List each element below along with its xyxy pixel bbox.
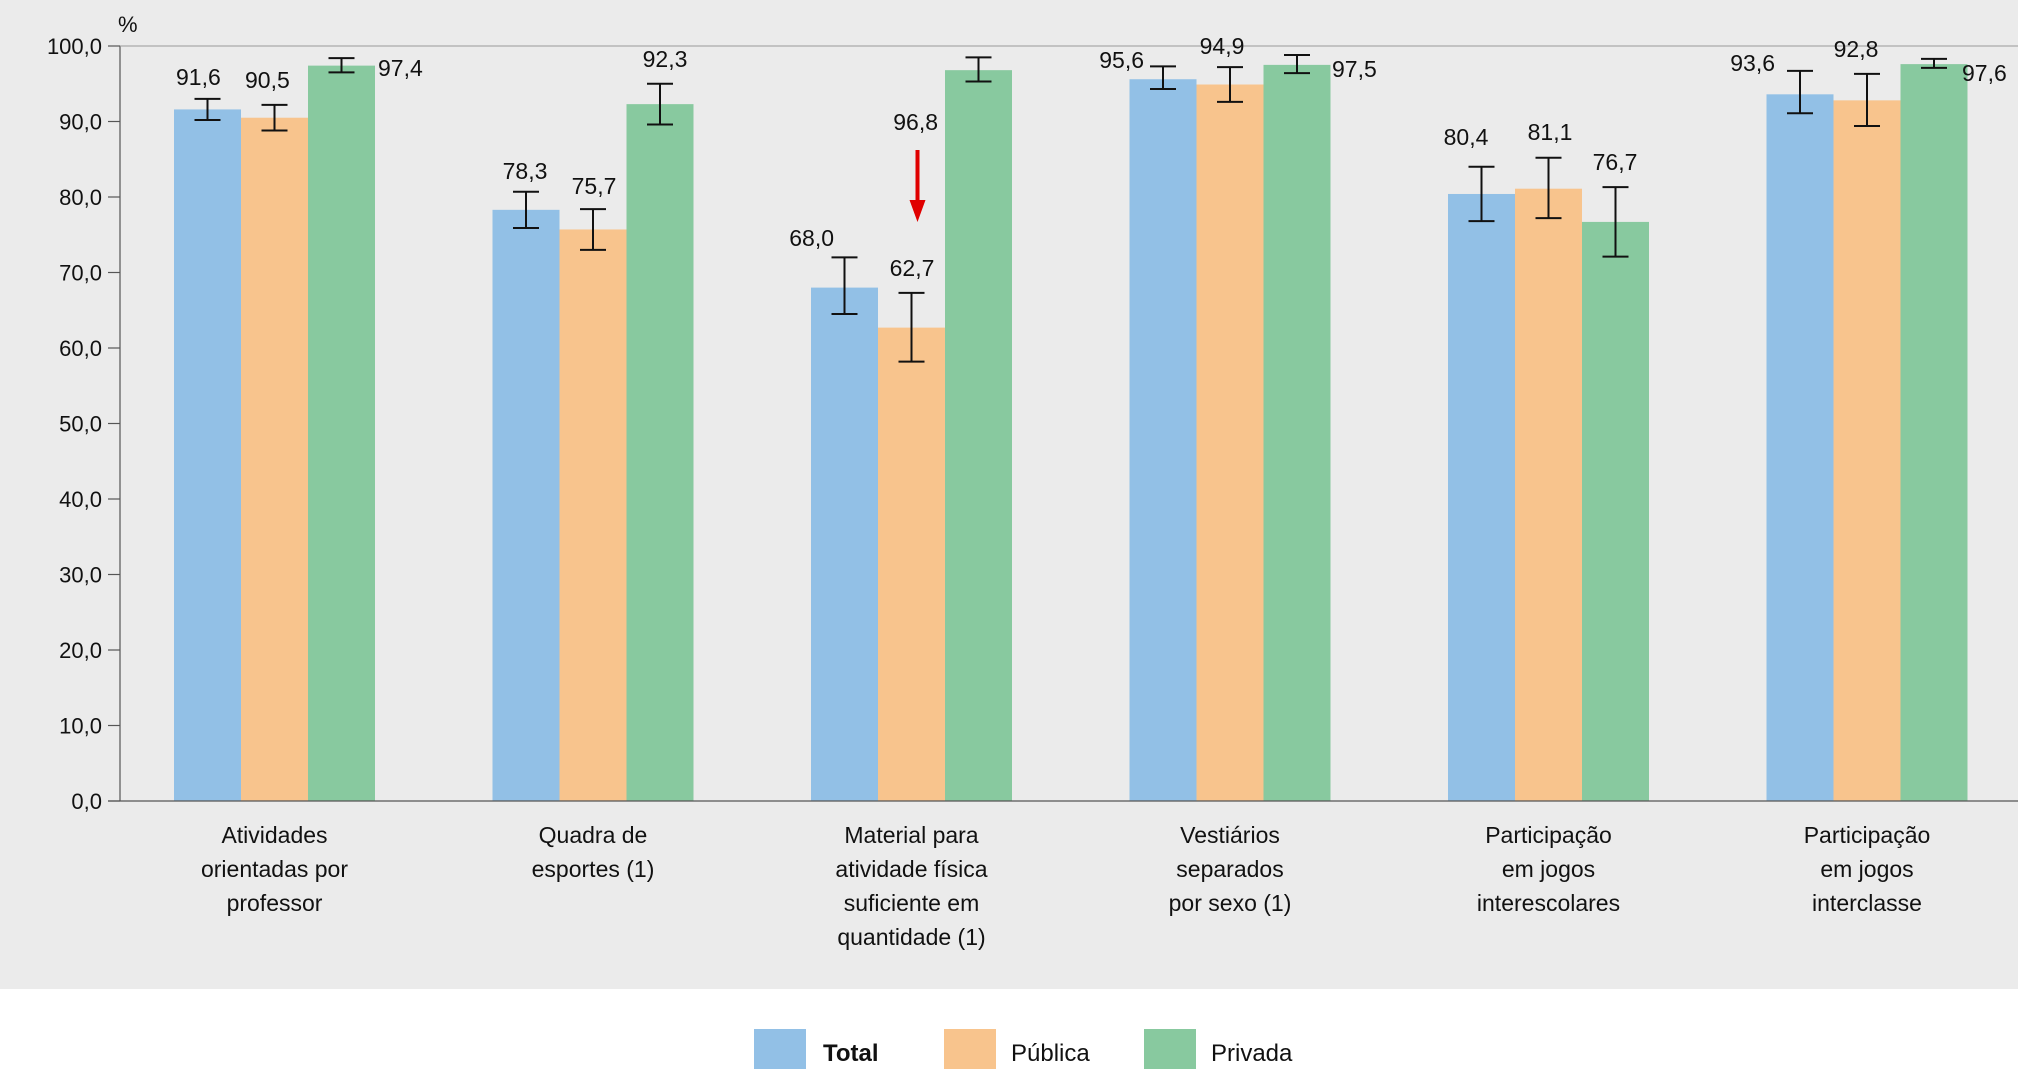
- category-label: em jogos: [1820, 856, 1913, 882]
- category-label: suficiente em: [844, 890, 980, 916]
- data-label: 75,7: [572, 173, 617, 199]
- data-label: 62,7: [890, 255, 935, 281]
- legend-label-pública: Pública: [1011, 1040, 1090, 1067]
- annotation-arrow-head: [909, 200, 926, 222]
- category-label: professor: [227, 890, 323, 916]
- bar-pública: [1515, 188, 1582, 801]
- bar-total: [174, 109, 241, 802]
- data-label: 68,0: [789, 225, 834, 251]
- bar-privada: [626, 104, 694, 801]
- category-label: Participação: [1804, 822, 1931, 848]
- bar-privada: [308, 65, 375, 801]
- bar-privada: [1900, 64, 1968, 802]
- data-label: 90,5: [245, 67, 290, 93]
- y-tick-label: 50,0: [59, 412, 102, 437]
- y-tick-label: 60,0: [59, 336, 102, 361]
- category-label: Vestiários: [1180, 822, 1280, 848]
- data-label: 97,5: [1332, 56, 1377, 82]
- bar-privada: [945, 70, 1012, 801]
- data-label: 80,4: [1444, 124, 1489, 150]
- data-label: 92,8: [1834, 36, 1879, 62]
- bar-total: [811, 287, 878, 802]
- category-label: em jogos: [1502, 856, 1595, 882]
- y-tick-label: 70,0: [59, 261, 102, 286]
- legend-label-total: Total: [823, 1040, 879, 1067]
- legend-swatch-total: [754, 1029, 806, 1069]
- y-tick-label: 20,0: [59, 638, 102, 663]
- y-tick-label: 40,0: [59, 487, 102, 512]
- y-tick-label: 0,0: [71, 789, 102, 814]
- bar-pública: [878, 327, 945, 801]
- legend-label-privada: Privada: [1211, 1040, 1293, 1067]
- data-label: 76,7: [1593, 149, 1638, 175]
- category-label: Material para: [844, 822, 978, 848]
- data-label: 93,6: [1730, 50, 1775, 76]
- category-label: esportes (1): [532, 856, 655, 882]
- bar-total: [1129, 79, 1197, 802]
- legend-swatch-pública: [944, 1029, 996, 1069]
- data-label: 97,6: [1962, 60, 2007, 86]
- y-axis-unit: %: [118, 12, 138, 37]
- data-label: 95,6: [1099, 47, 1144, 73]
- bar-total: [1766, 94, 1834, 801]
- data-label: 94,9: [1200, 33, 1245, 59]
- category-label: interescolares: [1477, 890, 1620, 916]
- category-label: quantidade (1): [837, 924, 985, 950]
- data-label: 78,3: [503, 158, 548, 184]
- category-label: por sexo (1): [1169, 890, 1292, 916]
- data-label: 81,1: [1528, 119, 1573, 145]
- category-label: orientadas por: [201, 856, 348, 882]
- category-label: atividade física: [835, 856, 987, 882]
- category-label: Participação: [1485, 822, 1612, 848]
- category-label: separados: [1176, 856, 1283, 882]
- y-tick-label: 30,0: [59, 563, 102, 588]
- legend-swatch-privada: [1144, 1029, 1196, 1069]
- y-tick-label: 100,0: [47, 34, 102, 59]
- bar-pública: [1833, 100, 1901, 802]
- category-label: Atividades: [221, 822, 327, 848]
- data-label: 91,6: [176, 64, 221, 90]
- bar-privada: [1582, 221, 1649, 802]
- bar-pública: [241, 117, 308, 802]
- y-tick-label: 10,0: [59, 714, 102, 739]
- y-tick-label: 80,0: [59, 185, 102, 210]
- data-label: 96,8: [893, 109, 938, 135]
- category-label: interclasse: [1812, 890, 1922, 916]
- data-label: 97,4: [378, 55, 423, 81]
- bar-total: [492, 209, 560, 801]
- category-label: Quadra de: [539, 822, 648, 848]
- bar-privada: [1263, 64, 1331, 801]
- data-label: 92,3: [643, 46, 688, 72]
- bar-pública: [1196, 84, 1264, 801]
- bar-pública: [559, 229, 627, 802]
- bar-total: [1448, 193, 1515, 802]
- y-tick-label: 90,0: [59, 110, 102, 135]
